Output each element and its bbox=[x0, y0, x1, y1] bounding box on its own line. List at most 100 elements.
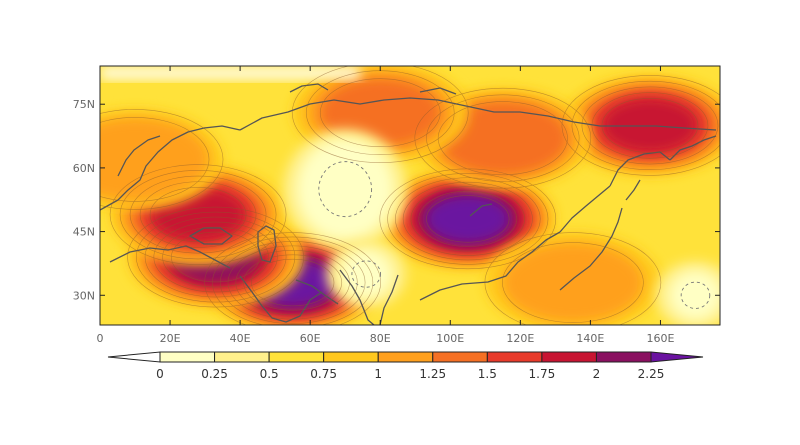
contour-line bbox=[571, 80, 720, 171]
arctic-band bbox=[100, 66, 360, 80]
negative-contour bbox=[318, 161, 373, 218]
field-level bbox=[502, 242, 644, 323]
contour-line bbox=[387, 172, 549, 265]
contour-line bbox=[601, 97, 699, 153]
contour-line bbox=[502, 242, 644, 323]
coast-persian-gulf bbox=[295, 279, 339, 305]
negative-contour bbox=[680, 281, 711, 309]
contour-line bbox=[162, 226, 269, 288]
lat-tick-label: 30N bbox=[73, 289, 95, 302]
map-area bbox=[100, 66, 720, 325]
colorbar-segment bbox=[268, 351, 325, 363]
coast-okhotsk bbox=[609, 151, 671, 187]
colorbar-label: 0.75 bbox=[310, 367, 337, 381]
lon-tick-label: 80E bbox=[370, 332, 391, 345]
contour-line bbox=[251, 258, 335, 307]
coast-arabia bbox=[239, 275, 323, 323]
colorbar-label: 1.25 bbox=[419, 367, 446, 381]
contour-line bbox=[136, 211, 296, 303]
coast-caspian bbox=[257, 225, 277, 263]
coast-india-east bbox=[379, 274, 399, 325]
contour-line bbox=[426, 195, 510, 243]
field-level bbox=[438, 101, 568, 175]
colorbar-overflow-triangle bbox=[650, 351, 704, 363]
colorbar-label: 1 bbox=[374, 367, 382, 381]
negative-contours bbox=[318, 161, 711, 309]
lat-axis: 75N 60N 45N 30N bbox=[73, 98, 720, 302]
contour-line bbox=[235, 250, 350, 316]
contour-line bbox=[109, 164, 287, 265]
contour-line bbox=[410, 186, 525, 252]
lon-tick-label: 120E bbox=[506, 332, 534, 345]
contour-lines bbox=[100, 66, 720, 325]
coast-china bbox=[419, 231, 561, 301]
contour-line bbox=[149, 187, 247, 243]
contour-line bbox=[127, 206, 304, 308]
coast-india-west bbox=[339, 269, 375, 325]
lon-tick-label: 20E bbox=[160, 332, 181, 345]
colorbar-segment bbox=[214, 351, 270, 363]
colorbar-label: 2.25 bbox=[638, 367, 665, 381]
contour-line bbox=[129, 175, 267, 254]
coast-baikal bbox=[469, 203, 493, 217]
lon-tick-label: 0 bbox=[97, 332, 104, 345]
coast-korea-manchuria bbox=[559, 185, 611, 233]
negative-contour bbox=[351, 260, 381, 288]
contour-line bbox=[561, 75, 720, 176]
coast-kamchatka bbox=[669, 135, 717, 161]
colorbar-underflow-triangle bbox=[107, 351, 161, 363]
colorbar-segment bbox=[486, 351, 543, 363]
contour-line bbox=[100, 117, 210, 202]
coast-arctic bbox=[239, 97, 717, 131]
contour-line bbox=[426, 94, 580, 182]
colorbar-label: 1.5 bbox=[478, 367, 497, 381]
contour-line bbox=[414, 87, 592, 189]
contour-line bbox=[437, 101, 568, 176]
colorbar-segment bbox=[159, 351, 216, 363]
coastlines bbox=[100, 83, 717, 325]
field-level bbox=[100, 117, 210, 202]
coast-novaya-zemlya bbox=[289, 83, 329, 93]
field-level bbox=[426, 195, 510, 243]
contour-line bbox=[119, 170, 277, 260]
contour-line bbox=[418, 190, 518, 247]
contour-line bbox=[319, 78, 441, 148]
lon-tick-label: 160E bbox=[646, 332, 674, 345]
contour-line bbox=[144, 216, 287, 298]
coast-europe bbox=[100, 125, 241, 211]
coast-hokkaido bbox=[625, 179, 641, 201]
contour-line bbox=[581, 86, 719, 165]
colorbar-label: 1.75 bbox=[529, 367, 556, 381]
lon-tick-label: 140E bbox=[576, 332, 604, 345]
contour-line bbox=[484, 232, 662, 325]
cold-region bbox=[340, 250, 393, 299]
contour-line bbox=[395, 177, 541, 261]
contour-line bbox=[219, 241, 366, 324]
lat-tick-label: 75N bbox=[73, 98, 95, 111]
lon-tick-label: 100E bbox=[436, 332, 464, 345]
colorbar-segment bbox=[323, 351, 379, 363]
contour-line bbox=[291, 66, 469, 163]
map-frame bbox=[99, 65, 721, 326]
colorbar: 0 0.25 0.5 0.75 1 1.25 1.5 1.75 2 2.25 bbox=[107, 351, 704, 381]
coast-mediterranean bbox=[109, 245, 231, 269]
colorbar-segment bbox=[432, 351, 488, 363]
contour-line bbox=[153, 221, 278, 293]
lat-tick-label: 60N bbox=[73, 162, 95, 175]
cold-region bbox=[297, 139, 394, 240]
colorbar-segment bbox=[595, 351, 652, 363]
lat-tick-label: 45N bbox=[73, 226, 95, 239]
lon-axis: 0 20E 40E 60E 80E 100E 120E 140E 160E bbox=[97, 66, 674, 345]
coast-japan bbox=[559, 207, 623, 291]
contour-line bbox=[402, 181, 533, 256]
colorbar-label: 2 bbox=[593, 367, 601, 381]
colorbar-label: 0.5 bbox=[260, 367, 279, 381]
contour-line bbox=[100, 109, 224, 210]
lon-tick-label: 60E bbox=[300, 332, 321, 345]
colorbar-segment bbox=[541, 351, 597, 363]
coast-scandinavia bbox=[117, 135, 161, 177]
colorbar-label: 0.25 bbox=[201, 367, 228, 381]
contour-line bbox=[212, 236, 374, 325]
